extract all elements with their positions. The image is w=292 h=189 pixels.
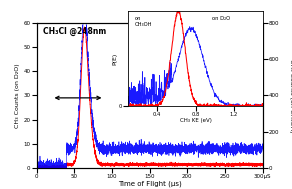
Y-axis label: CH₃ Counts (on D₂O): CH₃ Counts (on D₂O)	[15, 63, 20, 128]
X-axis label: Time of Flight (μs): Time of Flight (μs)	[118, 181, 182, 187]
Y-axis label: CH₃ Counts (on CH₃OH): CH₃ Counts (on CH₃OH)	[289, 59, 292, 132]
X-axis label: CH₃ KE (eV): CH₃ KE (eV)	[180, 119, 212, 123]
Text: on D₂O: on D₂O	[212, 16, 230, 21]
Y-axis label: P(E): P(E)	[112, 53, 117, 65]
Text: on
CH₃OH: on CH₃OH	[135, 16, 153, 27]
Text: CH₃Cl @248nm: CH₃Cl @248nm	[43, 27, 107, 36]
